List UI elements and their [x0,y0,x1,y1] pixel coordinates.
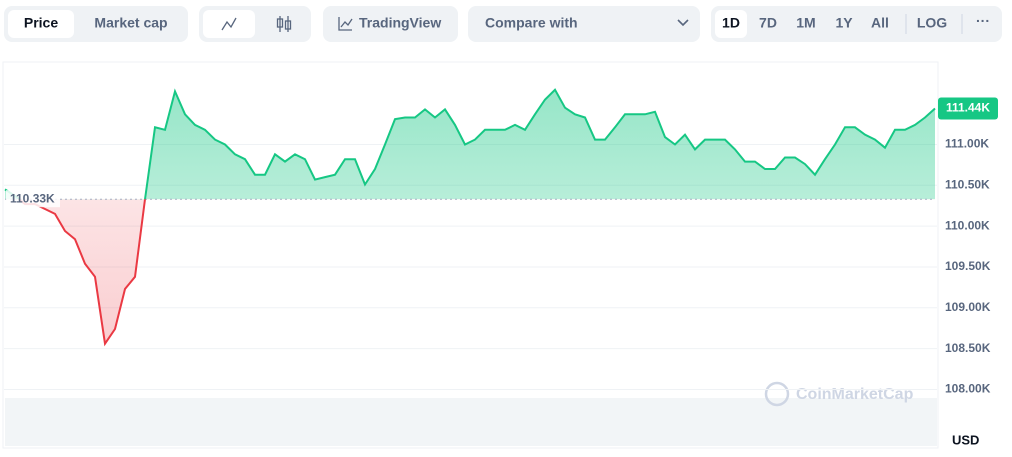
compare-label[interactable]: Compare with [485,15,578,31]
tab-price[interactable]: Price [24,15,58,31]
range-button[interactable]: All [871,15,889,31]
range-group [711,6,1002,42]
more-button[interactable]: ··· [976,13,990,29]
price-line-up [4,88,936,200]
tradingview-label[interactable]: TradingView [359,15,441,31]
line-icon [221,17,237,31]
y-tick-label: 109.00K [945,300,991,314]
y-tick-label: 109.50K [945,259,991,273]
price-line-down [17,199,147,347]
tv-icon [340,18,353,28]
range-selected[interactable] [715,10,747,38]
baseline-label-bg [6,190,60,208]
area-down [19,199,146,344]
chevron [677,19,689,27]
y-tick-label: 108.00K [945,382,991,396]
range-button[interactable]: 1D [722,15,740,31]
baseline-label: 110.33K [10,191,55,205]
last-price-label: 111.44K [946,101,990,115]
candle-icon[interactable] [276,16,292,32]
range-button[interactable]: 7D [759,15,777,31]
tab-market-cap[interactable]: Market cap [94,15,167,31]
y-tick-label: 110.00K [945,218,990,232]
tradingview-button[interactable] [323,6,458,42]
y-tick-label: 110.50K [945,177,990,191]
y-tick-label: 108.50K [945,341,991,355]
tv-icon [338,17,352,31]
log-button[interactable]: LOG [917,15,947,31]
y-tick-label: 111.00K [945,137,989,151]
range-button[interactable]: 1Y [835,15,853,31]
watermark-logo [764,381,790,407]
area-up [5,89,935,200]
compare-select[interactable] [468,6,700,42]
volume-band [5,398,937,446]
last-price-badge [938,97,998,120]
tab-selected[interactable] [8,10,74,38]
plot-frame [2,61,939,449]
unit-label: USD [952,432,979,447]
range-button[interactable]: 1M [796,15,815,31]
watermark: CoinMarketCap [796,386,914,403]
